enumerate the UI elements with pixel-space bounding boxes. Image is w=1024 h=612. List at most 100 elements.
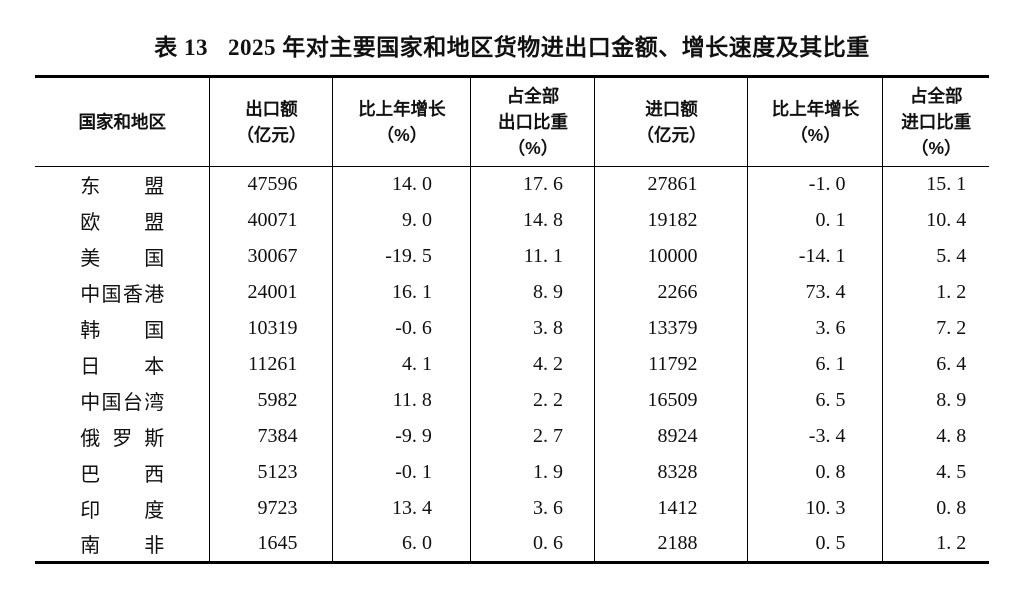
table-number: 表 13 [154,35,208,60]
cell-region: 东盟 [35,167,210,203]
cell-export-share: 0. 6 [470,526,595,563]
export-growth: 4. 1 [401,353,432,375]
cell-export-growth: 11. 8 [332,382,471,419]
region-name: 南非 [80,535,165,558]
cell-export-share: 3. 8 [470,310,595,347]
import-value: 8328 [657,461,698,483]
cell-import-share: 5. 4 [882,238,989,275]
import-share: 15. 1 [926,173,967,196]
export-value: 9723 [257,497,298,519]
cell-export-growth: -9. 9 [332,418,471,455]
cell-region: 中国台湾 [35,383,210,419]
cell-export-growth: -19. 5 [332,238,471,275]
cell-region: 巴西 [35,455,210,491]
export-share: 4. 2 [532,353,563,375]
cell-import-growth: 6. 5 [747,382,883,419]
col-header-import-share: 占全部 进口比重 （%） [882,76,989,167]
export-share: 1. 9 [532,461,563,483]
cell-export-growth: 6. 0 [332,526,471,563]
export-value: 11261 [248,353,298,375]
cell-import-share: 10. 4 [882,202,989,239]
table-row: 南非 1645 6. 0 0. 6 2188 0. 5 1. 2 [35,526,989,563]
cell-import-value: 10000 [594,238,748,275]
table-row: 印度 9723 13. 4 3. 6 1412 10. 3 0. 8 [35,490,989,527]
cell-import-growth: -14. 1 [747,238,883,275]
region-name: 欧盟 [80,212,165,234]
cell-import-growth: 10. 3 [747,490,883,527]
trade-stats-table: 国家和地区 出口额 （亿元） 比上年增长 （%） 占全部 出口比重 （%） 进口… [35,75,989,564]
import-share: 7. 2 [936,317,967,339]
region-name: 日本 [80,356,165,378]
export-share: 0. 6 [532,532,563,555]
import-share: 1. 2 [936,281,967,303]
import-growth: 0. 8 [815,461,846,483]
export-growth: -9. 9 [395,425,432,447]
export-value: 5123 [257,461,298,483]
col-header-import-value: 进口额 （亿元） [594,76,748,167]
cell-import-growth: 6. 1 [747,346,883,383]
import-growth: 3. 6 [815,317,846,339]
col-header-export-growth: 比上年增长 （%） [332,76,471,167]
cell-region: 俄罗斯 [35,419,210,455]
cell-region: 日本 [35,347,210,383]
cell-import-value: 13379 [594,310,748,347]
col-header-region: 国家和地区 [35,76,210,167]
header-line: 国家和地区 [78,111,166,132]
import-share: 8. 9 [936,389,967,411]
col-header-export-share: 占全部 出口比重 （%） [470,76,595,167]
export-growth: -19. 5 [385,245,432,267]
cell-export-value: 11261 [209,346,333,383]
cell-import-value: 1412 [594,490,748,527]
cell-export-growth: -0. 1 [332,454,471,491]
col-header-import-growth: 比上年增长 （%） [747,76,883,167]
cell-export-share: 2. 2 [470,382,595,419]
header-line: （亿元） [636,125,707,145]
header-line: （%） [910,138,962,159]
export-growth: 6. 0 [401,532,432,555]
export-share: 3. 6 [532,497,563,519]
table-row: 巴西 5123 -0. 1 1. 9 8328 0. 8 4. 5 [35,454,989,491]
header-row: 国家和地区 出口额 （亿元） 比上年增长 （%） 占全部 出口比重 （%） 进口… [35,76,989,167]
table-row: 欧盟 40071 9. 0 14. 8 19182 0. 1 10. 4 [35,202,989,239]
cell-region: 美国 [35,239,210,275]
import-share: 0. 8 [936,497,967,519]
cell-export-value: 7384 [209,418,333,455]
cell-export-growth: 16. 1 [332,274,471,311]
cell-export-share: 4. 2 [470,346,595,383]
region-name: 巴西 [80,464,165,486]
table-row: 俄罗斯 7384 -9. 9 2. 7 8924 -3. 4 4. 8 [35,418,989,455]
cell-region: 印度 [35,491,210,527]
region-name: 俄罗斯 [80,428,165,450]
export-growth: 11. 8 [392,389,432,411]
cell-region: 韩国 [35,311,210,347]
cell-import-value: 16509 [594,382,748,419]
import-growth: -1. 0 [808,173,846,196]
cell-export-value: 10319 [209,310,333,347]
table-row: 美国 30067 -19. 5 11. 1 10000 -14. 1 5. 4 [35,238,989,275]
export-growth: 14. 0 [391,173,432,196]
import-share: 5. 4 [936,245,967,267]
export-growth: -0. 1 [395,461,432,483]
cell-export-value: 47596 [209,166,333,203]
cell-import-share: 4. 8 [882,418,989,455]
header-line: 进口额 [645,98,698,119]
export-share: 17. 6 [522,173,563,196]
cell-export-share: 3. 6 [470,490,595,527]
export-value: 7384 [257,425,298,447]
export-growth: 9. 0 [401,209,432,231]
export-share: 11. 1 [523,245,563,267]
region-name: 中国香港 [80,284,165,306]
table-row: 韩国 10319 -0. 6 3. 8 13379 3. 6 7. 2 [35,310,989,347]
import-share: 4. 8 [936,425,967,447]
export-share: 14. 8 [522,209,563,231]
import-growth: 6. 1 [815,353,846,375]
cell-export-growth: -0. 6 [332,310,471,347]
import-value: 19182 [647,209,698,231]
table-row: 中国台湾 5982 11. 8 2. 2 16509 6. 5 8. 9 [35,382,989,419]
cell-region: 欧盟 [35,203,210,239]
header-line: （亿元） [236,125,307,145]
cell-export-value: 5982 [209,382,333,419]
region-name: 中国台湾 [80,392,165,414]
region-name: 东盟 [80,176,165,199]
